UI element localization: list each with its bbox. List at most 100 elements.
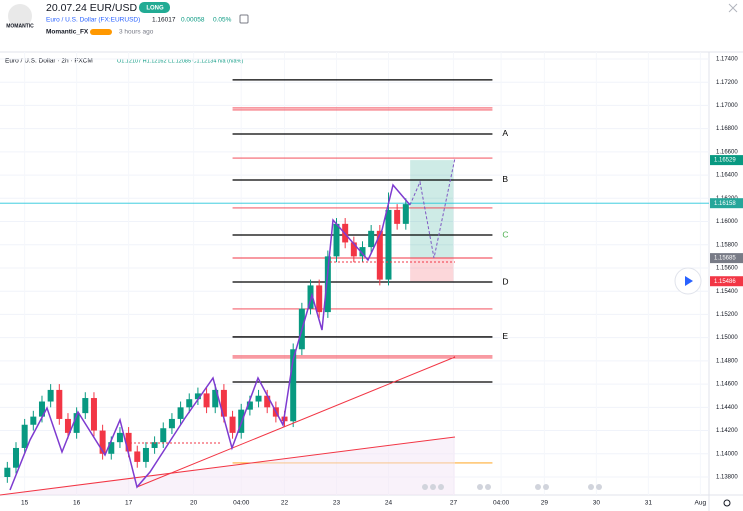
candle-body	[229, 416, 236, 433]
candle-body	[324, 256, 331, 313]
y-tick-label: 1.14400	[716, 405, 738, 411]
y-tick-label: 1.14000	[716, 451, 738, 457]
candle-body	[30, 416, 37, 425]
candle-body	[194, 393, 201, 400]
price-tag	[710, 155, 743, 166]
candle-body	[333, 223, 340, 257]
x-tick-label: 27	[450, 500, 458, 507]
y-tick-label: 1.17000	[716, 103, 738, 109]
candle-body	[220, 389, 227, 417]
x-tick-label: 04:00	[233, 500, 250, 507]
projection	[409, 157, 456, 259]
x-tick-label: 16	[73, 500, 81, 507]
drawings: 1.16529 1.16158 1.15685 1.15486	[0, 155, 743, 507]
candle-body	[56, 389, 63, 419]
zigzag	[9, 183, 411, 491]
alert-icon[interactable]	[239, 14, 249, 24]
x-tick-label: 31	[645, 500, 653, 507]
y-tick-label: 1.17400	[716, 57, 738, 63]
y-tick-label: 1.16400	[716, 173, 738, 179]
price-tag-label: 1.16529	[714, 158, 736, 164]
x-tick-label: 24	[385, 500, 393, 507]
candle-body	[212, 389, 219, 408]
candle-body	[307, 285, 314, 309]
candle-body	[350, 242, 357, 257]
candle-body	[82, 398, 89, 414]
candle-body	[246, 401, 253, 410]
candle-body	[394, 209, 401, 224]
event-icons	[422, 484, 602, 490]
y-tick-label: 1.15200	[716, 312, 738, 318]
y-tick-label: 1.17200	[716, 80, 738, 86]
x-tick-label: 22	[281, 500, 289, 507]
idea-title: 20.07.24 EUR/USD	[46, 2, 137, 14]
chart-legend-title: Euro / U.S. Dollar · 2h · FXCM	[5, 58, 93, 65]
price-change: 0.00058	[181, 17, 205, 24]
trend-line	[136, 356, 456, 488]
level-label: B	[502, 174, 508, 184]
candle-body	[108, 442, 115, 454]
y-tick-label: 1.15000	[716, 335, 738, 341]
logo-text: MOMANTIC	[6, 23, 34, 29]
price-tag-label: 1.15685	[714, 256, 736, 262]
y-tick-label: 1.13800	[716, 475, 738, 481]
price-tag	[710, 276, 743, 287]
price-tag	[710, 253, 743, 264]
chart-legend-ohlc: O1.12107 H1.12162 L1.12085 C1.12134 n/a …	[117, 58, 243, 64]
y-tick-label: 1.14800	[716, 358, 738, 364]
symbol-link[interactable]: Euro / U.S. Dollar (FX:EURUSD)	[46, 17, 140, 24]
x-tick-label: Aug	[695, 500, 707, 507]
close-icon[interactable]	[728, 3, 738, 13]
candle-body	[99, 430, 106, 454]
post-time: 3 hours ago	[119, 29, 154, 36]
y-tick-label: 1.14600	[716, 382, 738, 388]
candle-body	[368, 230, 375, 248]
play-icon	[685, 276, 693, 286]
candle-body	[38, 401, 45, 417]
x-tick-label: 15	[21, 500, 29, 507]
candle-body	[64, 418, 71, 433]
logo	[8, 4, 32, 28]
candle-body	[160, 428, 167, 443]
candle-body	[4, 467, 11, 478]
candle-body	[47, 389, 54, 402]
candle-body	[151, 442, 158, 448]
y-tick-label: 1.15600	[716, 266, 738, 272]
candle-body	[186, 399, 193, 408]
candle-body	[90, 398, 97, 431]
settings-icon[interactable]	[723, 499, 731, 507]
candle-body	[142, 447, 149, 462]
candle-body	[134, 451, 141, 462]
candle-body	[255, 395, 262, 402]
trend-line	[0, 436, 456, 496]
y-tick-label: 1.16600	[716, 149, 738, 155]
candle-body	[290, 349, 297, 422]
candle-body	[116, 432, 123, 443]
x-tick-label: 20	[190, 500, 198, 507]
candle-body	[203, 393, 210, 408]
candle-body	[376, 230, 383, 280]
x-tick-label: 23	[333, 500, 341, 507]
y-tick-label: 1.16000	[716, 219, 738, 225]
candle-body	[385, 209, 392, 280]
author[interactable]: Momantic_FX	[46, 29, 89, 36]
long-badge[interactable]	[139, 2, 170, 13]
candle-body	[359, 247, 366, 257]
long-badge-text: LONG	[146, 6, 164, 12]
last-price: 1.16017	[152, 17, 176, 24]
candle-body	[316, 285, 323, 313]
y-tick-label: 1.14200	[716, 428, 738, 434]
price-tag	[710, 198, 743, 209]
candle-body	[125, 432, 132, 452]
level-label: C	[502, 229, 508, 239]
x-tick-label: 17	[125, 500, 133, 507]
candle-body	[168, 418, 175, 429]
x-tick-label: 04:00	[493, 500, 510, 507]
candle-body	[264, 395, 271, 408]
price-tag-label: 1.16158	[714, 201, 736, 207]
x-tick-label: 29	[541, 500, 549, 507]
level-label: D	[502, 276, 508, 286]
price-tag-label: 1.15486	[714, 279, 736, 285]
